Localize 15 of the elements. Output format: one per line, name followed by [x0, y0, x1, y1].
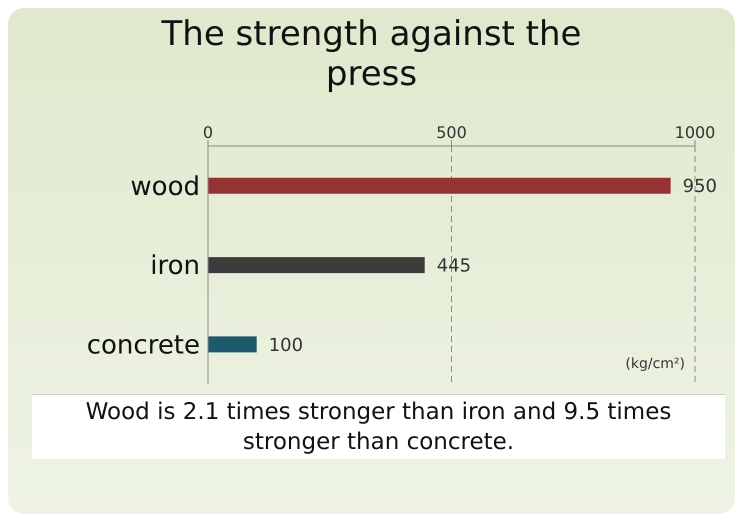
chart-title: The strength against the press [160, 13, 582, 94]
x-tick-label: 1000 [674, 123, 716, 142]
y-tick-label: wood [130, 172, 200, 202]
x-tick-label: 500 [436, 123, 467, 142]
text: Wood is 2.1 times stronger than iron and 9.5 times stronger than concrete. [84, 398, 672, 457]
y-tick-label: concrete [86, 330, 200, 361]
data-label: 445 [436, 255, 472, 276]
bar [208, 178, 671, 194]
bar [208, 257, 425, 274]
data-label: 100 [268, 334, 304, 356]
data-label: 950 [682, 176, 718, 198]
x-tick-label: 0 [202, 123, 214, 142]
y-tick-label: iron [150, 251, 200, 282]
annotation: (kg/cm²) [625, 356, 685, 372]
bar [208, 336, 257, 352]
